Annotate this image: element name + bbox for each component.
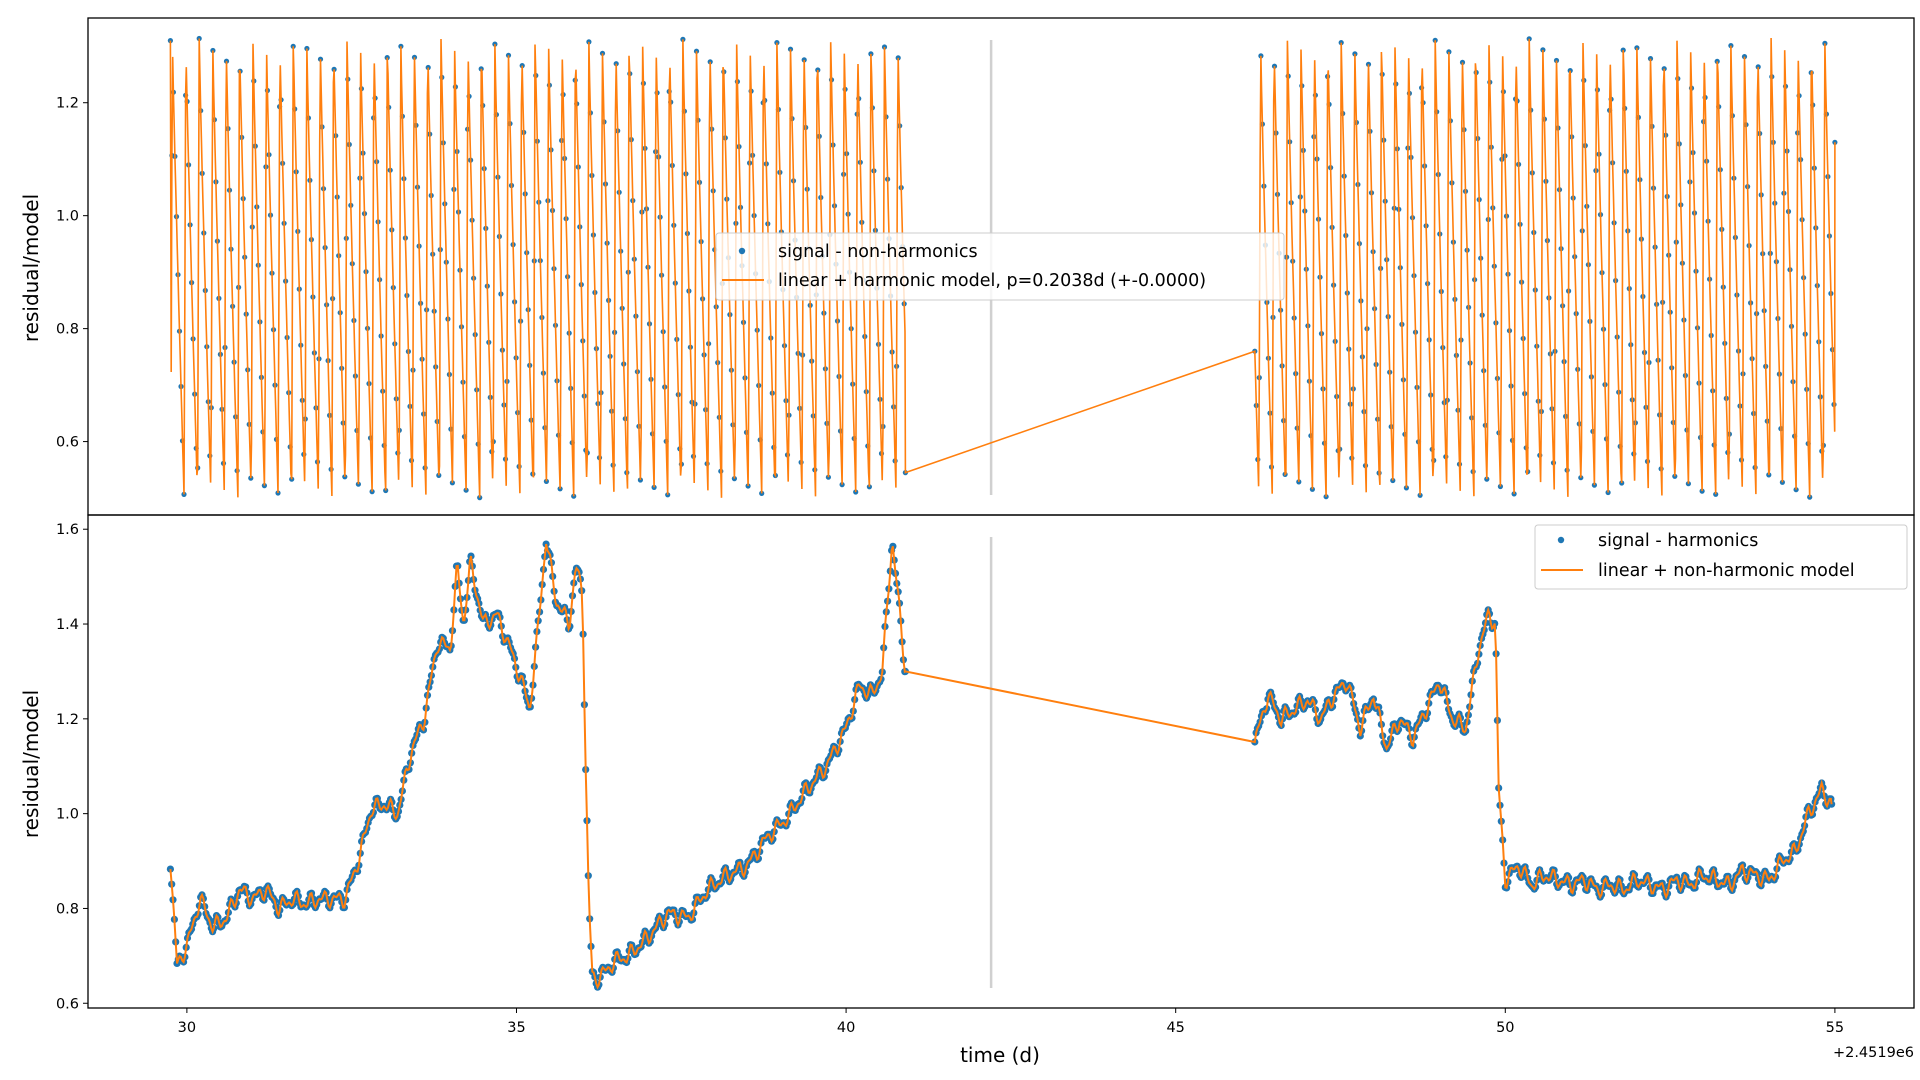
- x-axis-label: time (d): [960, 1043, 1040, 1067]
- bottom-legend-label-points: signal - harmonics: [1598, 531, 1758, 551]
- xtick-label: 30: [178, 1020, 196, 1036]
- top-ytick-label: 0.6: [56, 435, 79, 451]
- top-legend-label-points: signal - non-harmonics: [778, 242, 978, 262]
- top-legend-label-line: linear + harmonic model, p=0.2038d (+-0.…: [778, 271, 1206, 291]
- bottom-ytick-label: 0.8: [56, 901, 79, 917]
- top-legend-box: [715, 232, 1285, 301]
- x-axis-offset-label: +2.4519e6: [1833, 1045, 1914, 1061]
- top-signal-point: [1832, 139, 1838, 145]
- top-legend-marker-points: [738, 247, 746, 255]
- bottom-ytick-label: 1.6: [56, 522, 79, 538]
- bottom-legend: signal - harmonics linear + non-harmonic…: [1534, 524, 1908, 590]
- bottom-model-line: [169, 543, 1833, 990]
- bottom-data-layer: [166, 540, 1836, 991]
- bottom-ytick-label: 1.4: [56, 617, 79, 633]
- bottom-ytick-label: 0.6: [56, 996, 79, 1012]
- top-ytick-label: 1.2: [56, 96, 79, 112]
- xtick-label: 35: [507, 1020, 525, 1036]
- bottom-ytick-layer: 0.6 0.8 1.0 1.2 1.4 1.6: [56, 522, 88, 1012]
- top-panel: 0.6 0.8 1.0 1.2 residual/model signal - non…: [19, 17, 1915, 516]
- bottom-ytick-label: 1.0: [56, 807, 79, 823]
- bottom-signal-point: [1828, 800, 1836, 808]
- top-y-axis-label: residual/model: [19, 194, 43, 342]
- xtick-label: 40: [837, 1020, 855, 1036]
- top-data-layer: [167, 35, 1838, 501]
- xtick-label: 45: [1166, 1020, 1184, 1036]
- bottom-legend-marker-points: [1557, 536, 1565, 544]
- bottom-legend-box: [1534, 524, 1908, 590]
- bottom-ytick-label: 1.2: [56, 712, 79, 728]
- top-legend: signal - non-harmonics linear + harmonic…: [715, 232, 1285, 301]
- top-ytick-label: 0.8: [56, 322, 79, 338]
- bottom-legend-label-line: linear + non-harmonic model: [1598, 561, 1855, 581]
- top-ytick-layer: 0.6 0.8 1.0 1.2: [56, 96, 88, 451]
- top-ytick-label: 1.0: [56, 209, 79, 225]
- bottom-axes-frame: [87, 514, 1915, 1009]
- bottom-panel: 0.6 0.8 1.0 1.2 1.4 1.6 30 35 40 45 50 55 residual…: [19, 514, 1915, 1067]
- top-model-line: [169, 37, 1836, 498]
- bottom-y-axis-label: residual/model: [19, 690, 43, 838]
- bottom-xtick-layer: 30 35 40 45 50 55: [178, 1008, 1844, 1036]
- xtick-label: 50: [1496, 1020, 1514, 1036]
- xtick-label: 55: [1826, 1020, 1844, 1036]
